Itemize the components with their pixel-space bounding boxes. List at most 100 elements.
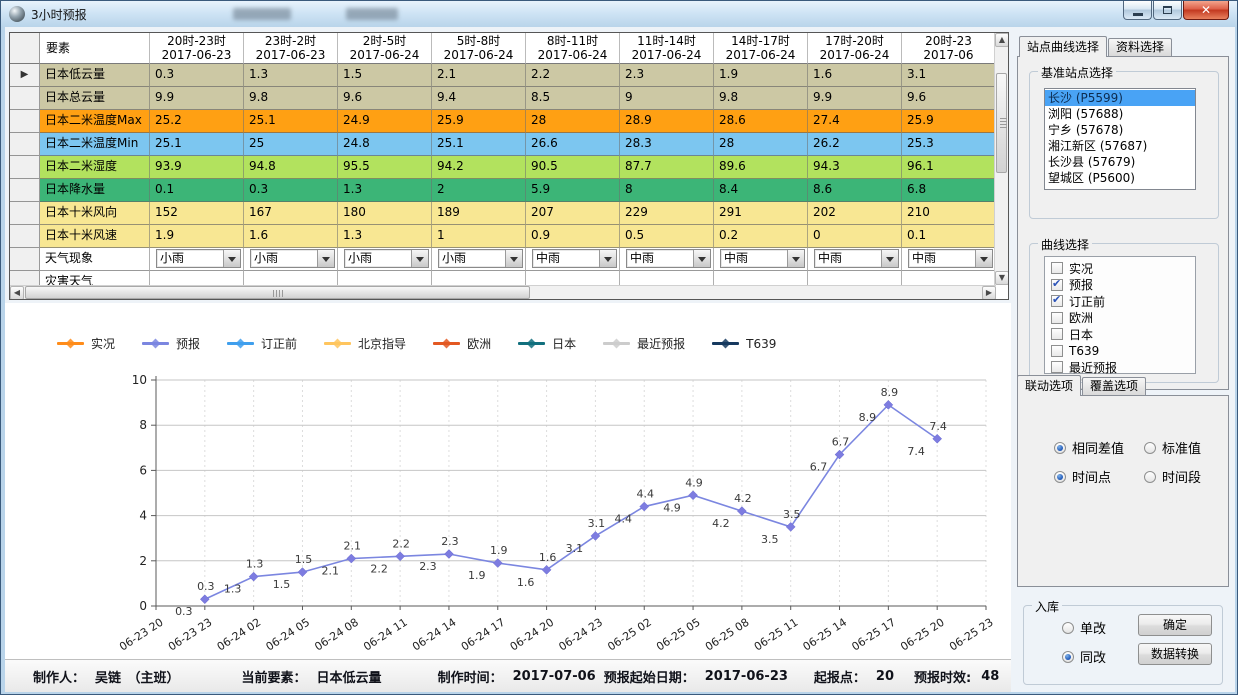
checkbox-icon[interactable] — [1051, 344, 1063, 357]
value-cell[interactable]: 中雨 — [902, 248, 996, 271]
value-cell[interactable]: 27.4 — [808, 110, 902, 133]
value-cell[interactable]: 25.9 — [902, 110, 996, 133]
value-cell[interactable]: 9 — [620, 87, 714, 110]
curve-checkbox-row[interactable]: 日本 — [1051, 326, 1195, 342]
station-list-item[interactable]: 宁乡 (57678) — [1048, 123, 1124, 137]
value-cell[interactable]: 8.4 — [714, 179, 808, 202]
value-cell[interactable]: 8 — [620, 179, 714, 202]
value-cell[interactable]: 25.3 — [902, 133, 996, 156]
radio-same-edit[interactable]: 同改 — [1062, 647, 1106, 666]
curve-checkbox-row[interactable]: 欧洲 — [1051, 310, 1195, 326]
chevron-down-icon[interactable] — [223, 250, 240, 267]
confirm-button[interactable]: 确定 — [1138, 614, 1212, 636]
curve-checkbox-row[interactable]: 预报 — [1051, 277, 1195, 293]
value-cell[interactable]: 229 — [620, 202, 714, 225]
radio-icon[interactable] — [1144, 470, 1156, 483]
value-cell[interactable]: 中雨 — [620, 248, 714, 271]
tab-station-curve-select[interactable]: 站点曲线选择 — [1019, 36, 1108, 57]
value-cell[interactable]: 小雨 — [338, 248, 432, 271]
value-cell[interactable]: 0.1 — [902, 225, 996, 248]
radio-icon[interactable] — [1062, 621, 1074, 634]
value-cell[interactable]: 207 — [526, 202, 620, 225]
value-cell[interactable]: 2.2 — [526, 64, 620, 87]
time-column-header[interactable]: 5时-8时 2017-06-24 — [432, 33, 526, 64]
station-list-item[interactable]: 湘江新区 (57687) — [1048, 139, 1148, 153]
weather-combobox[interactable]: 中雨 — [720, 249, 805, 268]
scroll-up-button[interactable]: ▲ — [995, 33, 1008, 47]
checkbox-icon[interactable] — [1051, 361, 1063, 373]
radio-icon[interactable] — [1144, 441, 1156, 454]
value-cell[interactable] — [620, 271, 714, 286]
value-cell[interactable]: 0.1 — [150, 179, 244, 202]
value-cell[interactable] — [714, 271, 808, 286]
vertical-scrollbar[interactable]: ▲ ▼ — [994, 33, 1008, 285]
station-list-item[interactable]: 长沙县 (57679) — [1048, 155, 1136, 169]
value-cell[interactable]: 89.6 — [714, 156, 808, 179]
value-cell[interactable]: 小雨 — [150, 248, 244, 271]
value-cell[interactable] — [808, 271, 902, 286]
value-cell[interactable]: 9.8 — [244, 87, 338, 110]
station-listbox[interactable]: 长沙 (P5599) 浏阳 (57688) 宁乡 (57678) 湘江新区 (5768… — [1044, 88, 1196, 190]
value-cell[interactable]: 1 — [432, 225, 526, 248]
value-cell[interactable]: 2 — [432, 179, 526, 202]
radio-single-edit[interactable]: 单改 — [1062, 618, 1106, 637]
value-cell[interactable]: 26.2 — [808, 133, 902, 156]
value-cell[interactable]: 202 — [808, 202, 902, 225]
station-list-item[interactable]: 浏阳 (57688) — [1048, 107, 1124, 121]
value-cell[interactable]: 9.8 — [714, 87, 808, 110]
horizontal-scroll-thumb[interactable] — [25, 286, 530, 299]
weather-combobox[interactable]: 小雨 — [438, 249, 523, 268]
weather-combobox[interactable]: 中雨 — [532, 249, 617, 268]
value-cell[interactable]: 94.3 — [808, 156, 902, 179]
value-cell[interactable] — [432, 271, 526, 286]
value-cell[interactable]: 25.1 — [244, 110, 338, 133]
value-cell[interactable]: 94.8 — [244, 156, 338, 179]
value-cell[interactable]: 26.6 — [526, 133, 620, 156]
chevron-down-icon[interactable] — [693, 250, 710, 267]
time-column-header[interactable]: 8时-11时 2017-06-24 — [526, 33, 620, 64]
value-cell[interactable]: 1.9 — [150, 225, 244, 248]
checkbox-icon[interactable] — [1051, 311, 1063, 324]
chevron-down-icon[interactable] — [881, 250, 898, 267]
horizontal-scrollbar[interactable]: ◀ ▶ — [10, 285, 996, 299]
value-cell[interactable]: 0.9 — [526, 225, 620, 248]
time-column-header[interactable]: 20时-23 2017-06 — [902, 33, 996, 64]
value-cell[interactable]: 0.5 — [620, 225, 714, 248]
value-cell[interactable]: 0.2 — [714, 225, 808, 248]
chevron-down-icon[interactable] — [975, 250, 992, 267]
radio-time-range[interactable]: 时间段 — [1144, 467, 1201, 486]
checkbox-icon[interactable] — [1051, 262, 1063, 274]
value-cell[interactable] — [526, 271, 620, 286]
value-cell[interactable] — [338, 271, 432, 286]
value-cell[interactable]: 9.6 — [338, 87, 432, 110]
value-cell[interactable] — [244, 271, 338, 286]
value-cell[interactable]: 94.2 — [432, 156, 526, 179]
tab-overlay-options[interactable]: 覆盖选项 — [1082, 377, 1147, 395]
value-cell[interactable]: 1.3 — [338, 225, 432, 248]
row-selector-cell[interactable] — [10, 225, 40, 248]
value-cell[interactable]: 210 — [902, 202, 996, 225]
value-cell[interactable] — [902, 271, 996, 286]
curve-checkbox-row[interactable]: 订正前 — [1051, 293, 1195, 309]
value-cell[interactable]: 28.3 — [620, 133, 714, 156]
value-cell[interactable]: 25.1 — [150, 133, 244, 156]
value-cell[interactable]: 1.9 — [714, 64, 808, 87]
row-selector-cell[interactable] — [10, 179, 40, 202]
maximize-button[interactable] — [1153, 1, 1182, 20]
value-cell[interactable]: 180 — [338, 202, 432, 225]
value-cell[interactable]: 9.4 — [432, 87, 526, 110]
value-cell[interactable]: 9.6 — [902, 87, 996, 110]
value-cell[interactable]: 189 — [432, 202, 526, 225]
radio-time-point[interactable]: 时间点 — [1054, 467, 1111, 486]
curve-checkbox-row[interactable]: 实况 — [1051, 260, 1195, 276]
scroll-left-button[interactable]: ◀ — [10, 286, 24, 299]
value-cell[interactable]: 小雨 — [432, 248, 526, 271]
row-selector-cell[interactable] — [10, 110, 40, 133]
value-cell[interactable]: 1.6 — [808, 64, 902, 87]
value-cell[interactable]: 28 — [526, 110, 620, 133]
chevron-down-icon[interactable] — [411, 250, 428, 267]
value-cell[interactable]: 0.3 — [150, 64, 244, 87]
radio-icon[interactable] — [1062, 650, 1074, 663]
value-cell[interactable]: 9.9 — [150, 87, 244, 110]
value-cell[interactable]: 291 — [714, 202, 808, 225]
